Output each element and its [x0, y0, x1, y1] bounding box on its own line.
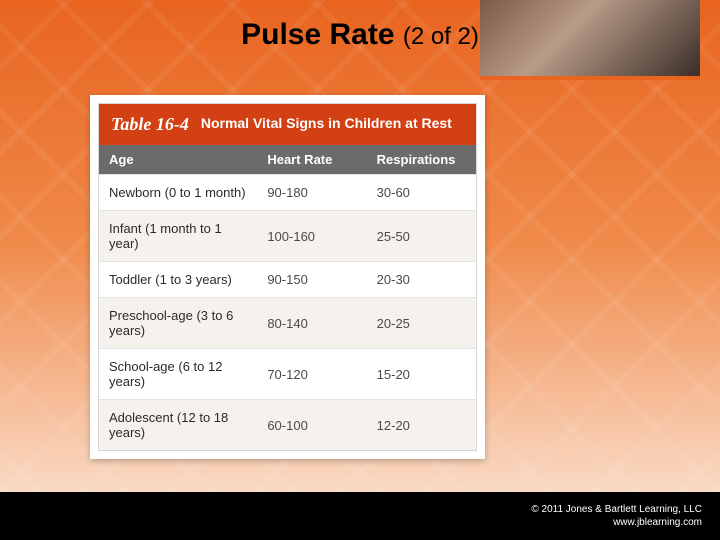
cell-hr: 90-180	[257, 175, 366, 210]
slide-title: Pulse Rate (2 of 2)	[0, 18, 720, 52]
cell-resp: 20-25	[367, 306, 476, 341]
title-sub: (2 of 2)	[403, 23, 479, 50]
cell-hr: 90-150	[257, 262, 366, 297]
cell-age: Adolescent (12 to 18 years)	[99, 400, 257, 450]
copyright-credit: © 2011 Jones & Bartlett Learning, LLC ww…	[531, 503, 702, 529]
cell-age: Preschool-age (3 to 6 years)	[99, 298, 257, 348]
table-wrap: Table 16-4 Normal Vital Signs in Childre…	[98, 103, 477, 451]
cell-hr: 100-160	[257, 219, 366, 254]
cell-resp: 20-30	[367, 262, 476, 297]
table-row: Preschool-age (3 to 6 years) 80-140 20-2…	[99, 297, 476, 348]
cell-age: Infant (1 month to 1 year)	[99, 211, 257, 261]
credit-line-2: www.jblearning.com	[531, 516, 702, 529]
cell-hr: 60-100	[257, 408, 366, 443]
col-respirations: Respirations	[367, 145, 476, 174]
table-row: Infant (1 month to 1 year) 100-160 25-50	[99, 210, 476, 261]
cell-age: School-age (6 to 12 years)	[99, 349, 257, 399]
cell-age: Newborn (0 to 1 month)	[99, 175, 257, 210]
table-body: Newborn (0 to 1 month) 90-180 30-60 Infa…	[99, 174, 476, 450]
cell-resp: 15-20	[367, 357, 476, 392]
cell-resp: 30-60	[367, 175, 476, 210]
cell-resp: 25-50	[367, 219, 476, 254]
table-row: Adolescent (12 to 18 years) 60-100 12-20	[99, 399, 476, 450]
credit-line-1: © 2011 Jones & Bartlett Learning, LLC	[531, 503, 702, 516]
table-header-row: Age Heart Rate Respirations	[99, 145, 476, 174]
cell-resp: 12-20	[367, 408, 476, 443]
table-row: School-age (6 to 12 years) 70-120 15-20	[99, 348, 476, 399]
table-title-bar: Table 16-4 Normal Vital Signs in Childre…	[99, 104, 476, 145]
cell-hr: 80-140	[257, 306, 366, 341]
table-number: Table 16-4	[111, 114, 189, 135]
title-main: Pulse Rate	[241, 18, 394, 51]
footer-bar: © 2011 Jones & Bartlett Learning, LLC ww…	[0, 492, 720, 540]
table-card: Table 16-4 Normal Vital Signs in Childre…	[90, 95, 485, 459]
cell-age: Toddler (1 to 3 years)	[99, 262, 257, 297]
table-caption: Normal Vital Signs in Children at Rest	[201, 114, 452, 132]
col-age: Age	[99, 145, 257, 174]
table-row: Toddler (1 to 3 years) 90-150 20-30	[99, 261, 476, 297]
cell-hr: 70-120	[257, 357, 366, 392]
col-heart-rate: Heart Rate	[257, 145, 366, 174]
table-row: Newborn (0 to 1 month) 90-180 30-60	[99, 174, 476, 210]
